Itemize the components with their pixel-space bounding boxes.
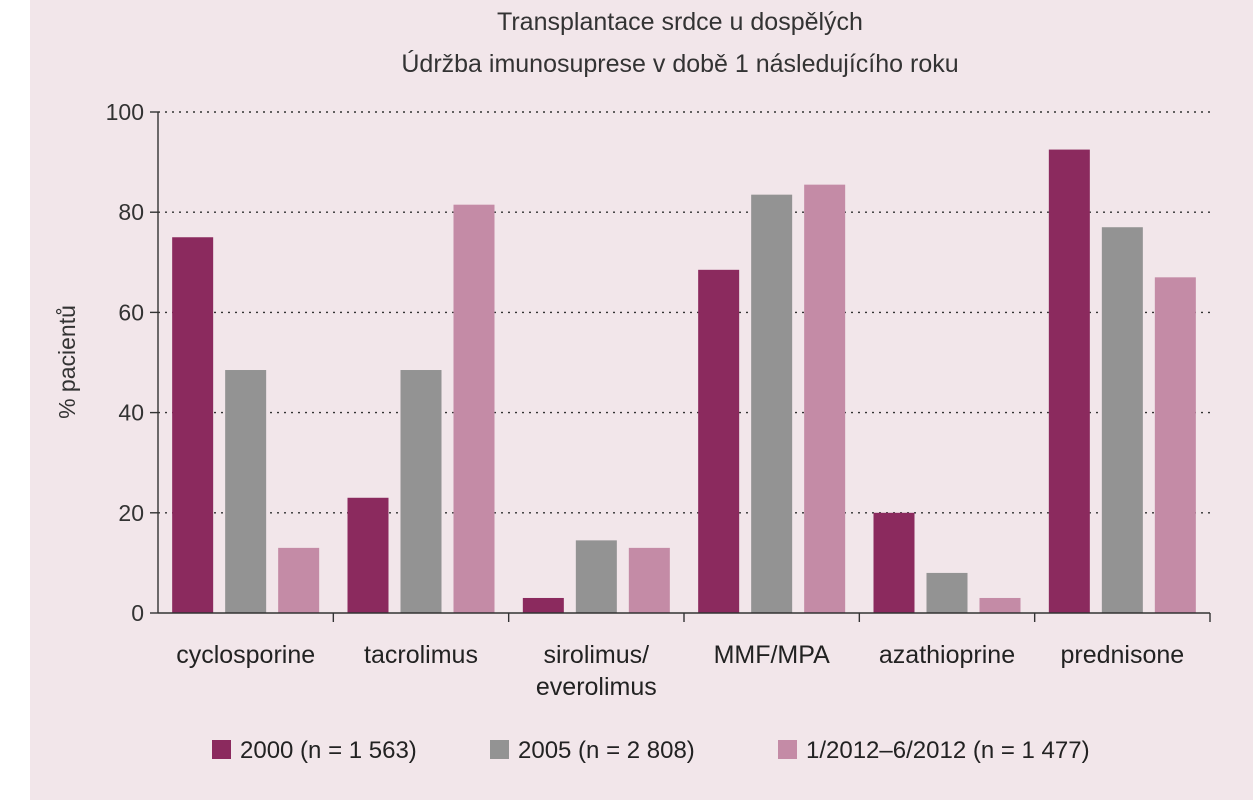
legend-label: 2000 (n = 1 563)	[240, 737, 417, 764]
legend-swatch	[490, 740, 509, 759]
bar	[628, 547, 670, 613]
bar	[1048, 149, 1090, 613]
category-labels: cyclosporine tacrolimus sirolimus/everolim…	[176, 641, 1184, 701]
category-label: azathioprine	[879, 641, 1015, 669]
bar	[804, 184, 846, 613]
bar	[1101, 227, 1143, 614]
legend: 2000 (n = 1 563) 2005 (n = 2 808) 1/2012–6…	[212, 737, 1090, 764]
legend-swatch	[778, 740, 797, 759]
legend-label: 2005 (n = 2 808)	[518, 737, 695, 764]
y-tick-label: 80	[118, 199, 144, 225]
y-tick-label: 40	[118, 400, 144, 426]
y-tick-label: 0	[131, 600, 144, 626]
bar	[926, 572, 968, 613]
bar	[698, 269, 740, 613]
category-label: tacrolimus	[364, 641, 478, 669]
y-tick-label: 100	[106, 99, 144, 125]
category-label: cyclosporine	[176, 641, 315, 669]
category-label: sirolimus/	[544, 641, 650, 669]
gridlines	[158, 111, 1210, 514]
chart-title: Transplantace srdce u dospělých	[497, 8, 863, 36]
category-label: MMF/MPA	[714, 641, 831, 669]
bar	[979, 597, 1021, 613]
bar	[522, 597, 564, 613]
category-label: everolimus	[536, 673, 657, 701]
bar	[1154, 277, 1196, 613]
bar	[347, 497, 389, 613]
bar	[453, 204, 495, 613]
bar	[278, 547, 320, 613]
bar	[873, 512, 915, 613]
y-tick-label: 60	[118, 299, 144, 325]
bar	[400, 370, 442, 613]
category-label: prednisone	[1060, 641, 1184, 669]
bar	[751, 194, 793, 614]
legend-label: 1/2012–6/2012 (n = 1 477)	[806, 737, 1090, 764]
bar	[172, 237, 214, 613]
bar	[225, 370, 267, 613]
y-tick-label: 20	[118, 500, 144, 526]
legend-swatch	[212, 740, 231, 759]
chart-subtitle: Údržba imunosuprese v době 1 následující…	[401, 49, 958, 78]
bars	[172, 149, 1196, 614]
axes: 0 20 40 60 80 100	[106, 99, 1211, 626]
bar	[575, 540, 617, 613]
y-axis-label: % pacientů	[54, 305, 80, 419]
